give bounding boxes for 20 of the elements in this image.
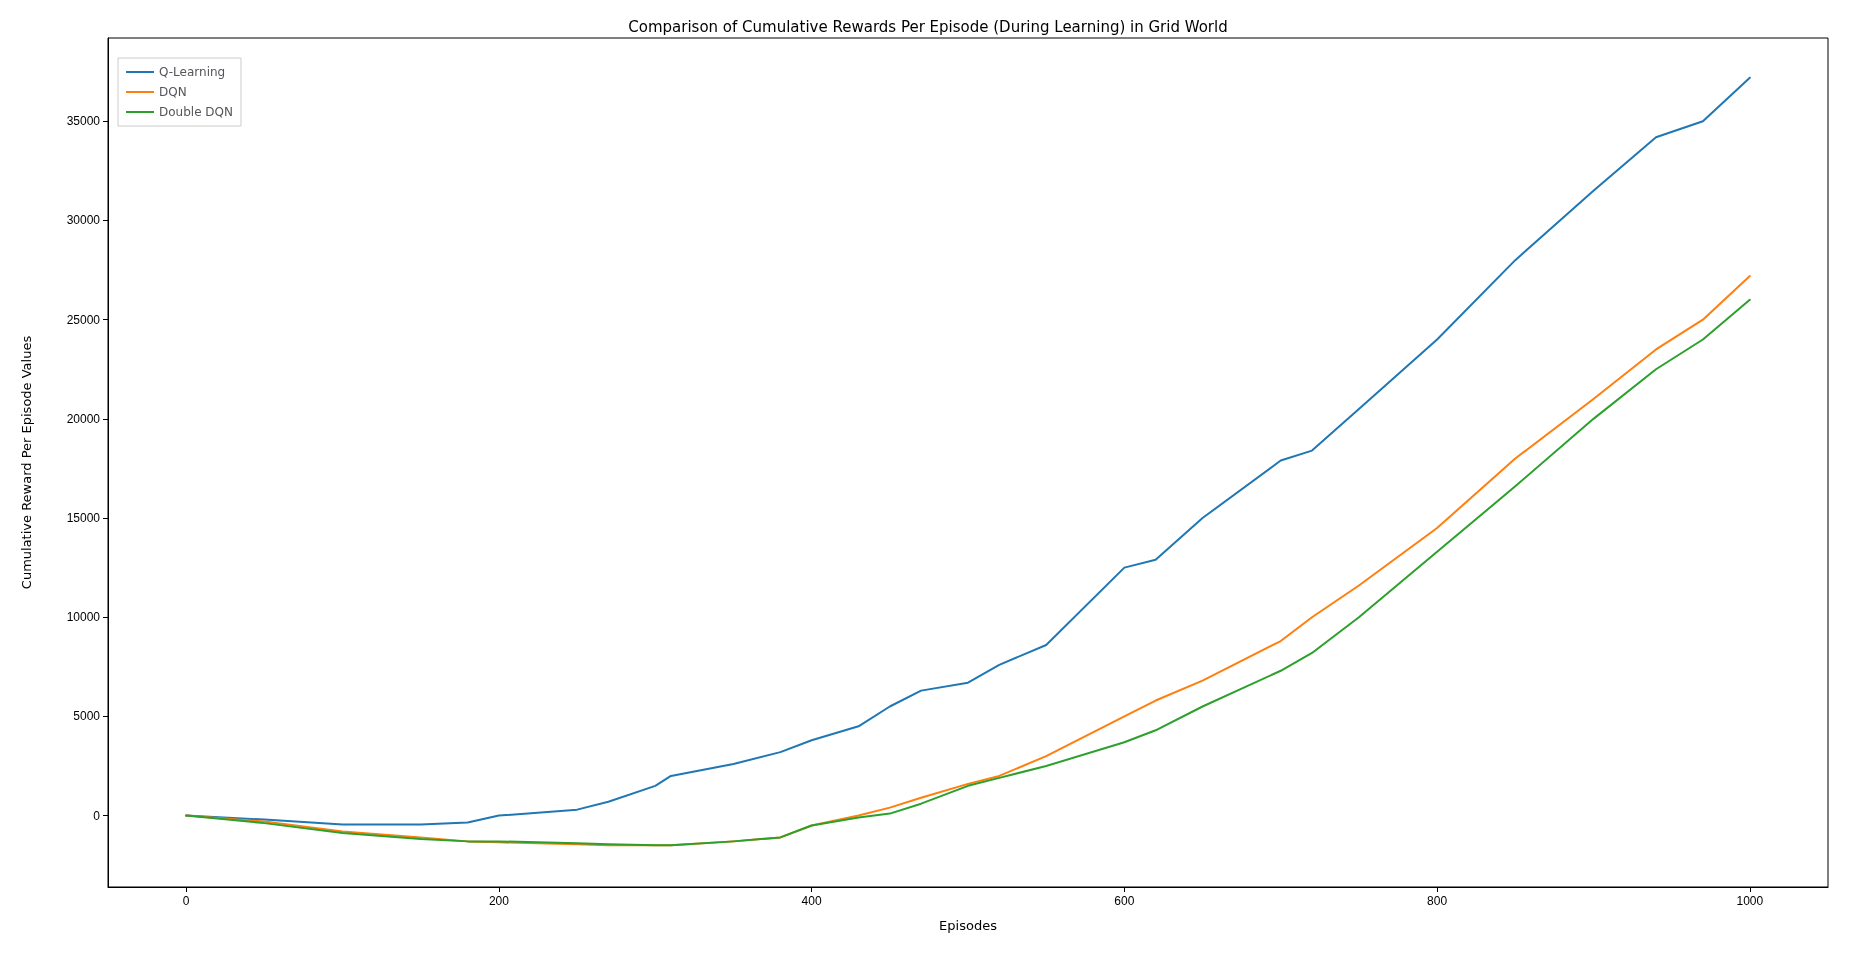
y-tick-label: 15000: [66, 511, 101, 526]
y-axis-title: Cumulative Reward Per Episode Values: [19, 335, 34, 590]
legend-label: DQN: [159, 85, 187, 99]
y-tick-label: 20000: [66, 411, 101, 426]
y-tick-label: 30000: [66, 213, 101, 228]
x-tick-label: 200: [488, 894, 510, 908]
legend-label: Double DQN: [159, 105, 233, 119]
y-tick-label: 10000: [66, 610, 101, 625]
x-tick-label: 800: [1427, 894, 1448, 908]
x-tick-label: 1000: [1736, 894, 1764, 908]
legend-label: Q-Learning: [159, 65, 226, 79]
x-tick-label: 0: [182, 894, 190, 908]
y-tick-label: 5000: [73, 709, 101, 724]
y-tick-label: 25000: [66, 312, 101, 327]
chart-title: Comparison of Cumulative Rewards Per Episode (During Learning) in Grid World: [628, 17, 1228, 36]
y-tick-label: 35000: [66, 114, 101, 129]
x-tick-label: 400: [801, 894, 822, 908]
x-tick-label: 600: [1114, 894, 1135, 908]
y-tick-label: 0: [93, 808, 101, 823]
x-axis-title: Episodes: [939, 918, 998, 933]
